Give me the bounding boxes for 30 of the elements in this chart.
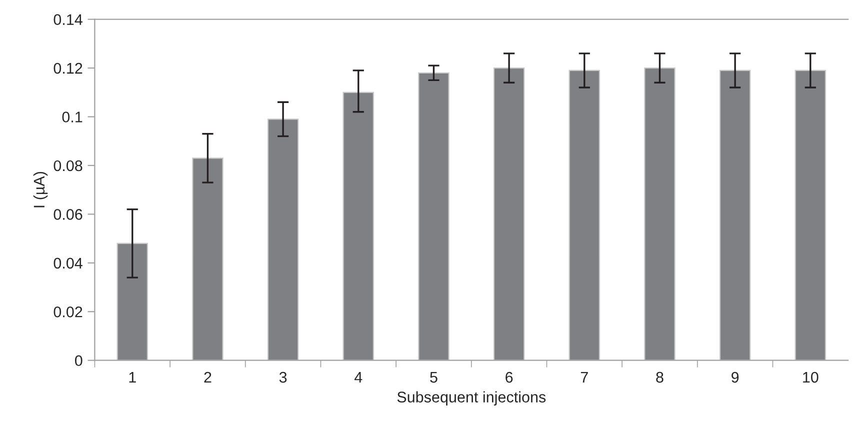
y-tick-label: 0.08 bbox=[54, 160, 82, 172]
bar bbox=[342, 92, 374, 360]
x-tick-label: 5 bbox=[430, 372, 438, 383]
y-tick-label: 0 bbox=[75, 355, 82, 366]
x-tick-label: 9 bbox=[732, 372, 739, 383]
y-tick-label: 0.06 bbox=[54, 209, 82, 220]
y-axis-title: I (µA) bbox=[33, 172, 48, 208]
bar bbox=[719, 70, 751, 360]
x-tick-label: 1 bbox=[129, 372, 136, 383]
bar bbox=[192, 158, 224, 360]
y-tick-label: 0.02 bbox=[54, 306, 82, 318]
y-tick-label: 0.1 bbox=[62, 112, 82, 122]
x-tick-label: 4 bbox=[354, 372, 362, 383]
bar bbox=[568, 70, 600, 360]
bar bbox=[267, 118, 299, 360]
y-tick-label: 0.04 bbox=[54, 258, 82, 269]
bar bbox=[418, 72, 450, 360]
x-tick-label: 6 bbox=[506, 372, 513, 383]
y-tick-label: 0.14 bbox=[54, 14, 82, 25]
x-tick-label: 8 bbox=[656, 372, 664, 383]
y-tick-label: 0.12 bbox=[54, 62, 82, 74]
x-tick-label: 3 bbox=[279, 372, 287, 383]
x-tick-label: 10 bbox=[803, 372, 818, 383]
x-tick-label: 7 bbox=[580, 372, 588, 383]
x-axis-title: Subsequent injections bbox=[397, 391, 546, 406]
bar bbox=[493, 67, 525, 360]
bar bbox=[116, 242, 148, 360]
bar bbox=[644, 67, 676, 360]
x-tick-label: 2 bbox=[204, 372, 212, 383]
bar bbox=[794, 70, 826, 360]
